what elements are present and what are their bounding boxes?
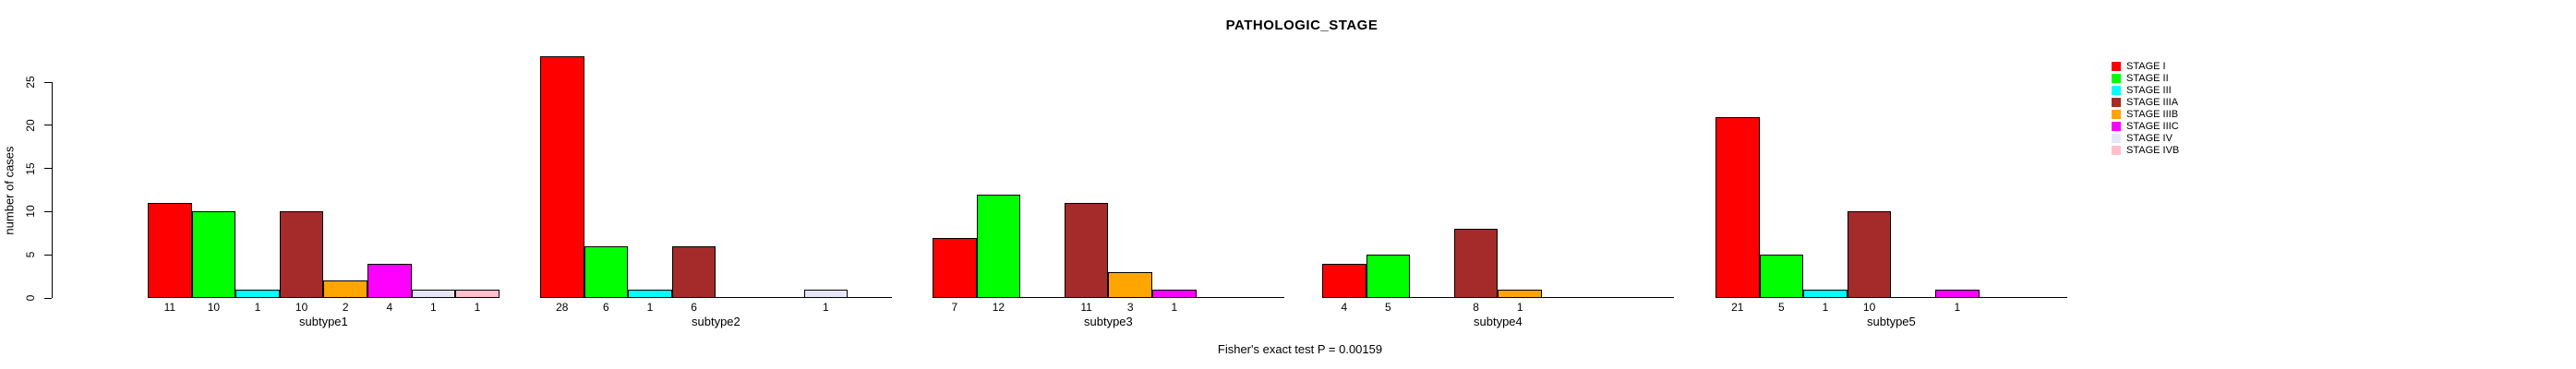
bar-subtype2-stage-iiia xyxy=(671,245,716,298)
bar-count-label: 1 xyxy=(1171,301,1178,314)
legend-swatch-stage-i xyxy=(2112,62,2121,71)
bar-subtype1-stage-iv xyxy=(411,289,456,298)
bar-subtype3-stage-i xyxy=(933,237,977,298)
legend-label-stage-iiib: STAGE IIIB xyxy=(2126,108,2179,120)
x-axis-line-subtype2 xyxy=(540,297,892,298)
bar-subtype3-stage-iiic xyxy=(1152,289,1197,298)
bar-count-label: 12 xyxy=(992,301,1005,314)
bar-count-label: 11 xyxy=(163,301,176,314)
legend-swatch-stage-iiib xyxy=(2112,110,2121,119)
bar-subtype5-stage-iiia xyxy=(1847,211,1892,298)
group-label-subtype1: subtype1 xyxy=(299,315,348,328)
bar-subtype4-stage-i xyxy=(1322,263,1366,298)
y-tick-mark-15 xyxy=(44,168,52,170)
bar-count-label: 1 xyxy=(254,301,261,314)
bar-count-label: 1 xyxy=(430,301,437,314)
legend-label-stage-iv: STAGE IV xyxy=(2126,132,2173,144)
bar-count-label: 10 xyxy=(207,301,221,314)
legend-label-stage-iii: STAGE III xyxy=(2126,84,2172,96)
y-tick-mark-10 xyxy=(44,210,52,212)
y-axis-line xyxy=(52,82,53,298)
bar-count-label: 3 xyxy=(1126,301,1134,314)
group-label-subtype2: subtype2 xyxy=(692,315,740,328)
group-label-subtype3: subtype3 xyxy=(1084,315,1133,328)
legend-label-stage-iiia: STAGE IIIA xyxy=(2126,96,2179,108)
y-axis-title: number of cases xyxy=(2,146,17,235)
bar-subtype3-stage-iiib xyxy=(1108,271,1152,298)
bar-subtype1-stage-iiib xyxy=(323,280,367,298)
bar-count-label: 1 xyxy=(823,301,829,314)
bar-count-label: 5 xyxy=(1385,301,1391,314)
y-tick-label-0: 0 xyxy=(24,294,37,302)
bar-subtype1-stage-iiic xyxy=(367,263,412,298)
bar-subtype2-stage-iv xyxy=(803,289,849,298)
bar-count-label: 1 xyxy=(646,301,654,314)
bar-count-label: 1 xyxy=(1954,301,1961,314)
bar-count-label: 10 xyxy=(1862,301,1876,314)
bar-count-label: 10 xyxy=(295,301,308,314)
legend-swatch-stage-iv xyxy=(2112,134,2121,143)
bar-count-label: 1 xyxy=(1516,301,1523,314)
bar-count-label: 7 xyxy=(951,301,958,314)
y-tick-label-5: 5 xyxy=(24,251,37,258)
legend-label-stage-i: STAGE I xyxy=(2126,60,2166,72)
bar-subtype2-stage-i xyxy=(540,56,584,298)
legend-label-stage-iiic: STAGE IIIC xyxy=(2126,120,2179,132)
bar-subtype5-stage-ii xyxy=(1759,255,1804,298)
bar-subtype4-stage-iiia xyxy=(1453,229,1499,298)
bar-subtype1-stage-ivb xyxy=(455,289,500,298)
bar-count-label: 6 xyxy=(603,301,609,314)
bar-count-label: 28 xyxy=(556,301,569,314)
bar-subtype1-stage-iii xyxy=(235,289,280,298)
chart-title: PATHOLOGIC_STAGE xyxy=(1225,18,1378,33)
y-tick-label-10: 10 xyxy=(24,205,37,219)
bar-subtype1-stage-iiia xyxy=(279,211,324,298)
bar-count-label: 5 xyxy=(1778,301,1785,314)
y-tick-mark-5 xyxy=(44,254,52,256)
bar-subtype2-stage-iii xyxy=(628,289,672,298)
y-tick-label-20: 20 xyxy=(24,119,37,132)
bar-count-label: 4 xyxy=(1341,301,1348,314)
y-tick-mark-25 xyxy=(44,81,52,83)
y-tick-label-25: 25 xyxy=(24,76,37,89)
bar-subtype5-stage-iii xyxy=(1803,289,1848,298)
bar-subtype1-stage-ii xyxy=(191,211,236,298)
bar-count-label: 1 xyxy=(1822,301,1829,314)
bar-count-label: 2 xyxy=(342,301,349,314)
legend-swatch-stage-iiic xyxy=(2112,122,2121,131)
legend-label-stage-ivb: STAGE IVB xyxy=(2126,144,2180,156)
group-label-subtype5: subtype5 xyxy=(1867,315,1916,328)
y-tick-mark-0 xyxy=(44,297,52,299)
bar-count-label: 4 xyxy=(386,301,393,314)
bar-subtype3-stage-ii xyxy=(976,194,1021,298)
bar-count-label: 11 xyxy=(1080,301,1092,314)
bar-subtype4-stage-ii xyxy=(1366,255,1411,298)
bar-subtype4-stage-iiib xyxy=(1498,289,1542,298)
bar-subtype5-stage-i xyxy=(1715,116,1760,298)
legend-label-stage-ii: STAGE II xyxy=(2126,72,2169,84)
bar-count-label: 1 xyxy=(474,301,481,314)
bar-subtype2-stage-ii xyxy=(584,245,629,298)
y-tick-label-15: 15 xyxy=(24,162,37,175)
group-label-subtype4: subtype4 xyxy=(1474,315,1523,328)
legend-swatch-stage-ivb xyxy=(2112,146,2121,155)
legend-swatch-stage-iiia xyxy=(2112,98,2121,107)
bar-count-label: 6 xyxy=(691,301,697,314)
legend-swatch-stage-ii xyxy=(2112,74,2121,83)
bar-subtype3-stage-iiia xyxy=(1064,203,1109,298)
fisher-test-annotation: Fisher's exact test P = 0.00159 xyxy=(1217,342,1383,356)
bar-count-label: 8 xyxy=(1473,301,1479,314)
bar-subtype5-stage-iiic xyxy=(1935,289,1980,298)
bar-subtype1-stage-i xyxy=(148,203,192,298)
legend-swatch-stage-iii xyxy=(2112,86,2121,95)
x-axis-line-subtype5 xyxy=(1715,297,2067,298)
bar-count-label: 21 xyxy=(1731,301,1744,314)
